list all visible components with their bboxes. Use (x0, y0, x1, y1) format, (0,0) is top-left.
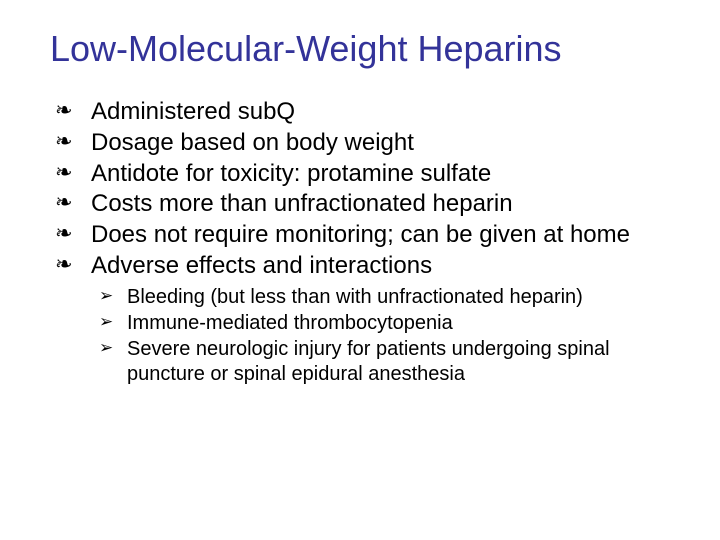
hedera-bullet-icon: ❧ (55, 98, 91, 123)
sub-bullet-list: ➢ Bleeding (but less than with unfractio… (99, 285, 680, 387)
arrow-bullet-icon: ➢ (99, 285, 127, 306)
arrow-bullet-icon: ➢ (99, 311, 127, 332)
list-item-text: Costs more than unfractionated heparin (91, 190, 513, 219)
list-item-text: Administered subQ (91, 98, 295, 127)
list-item: ❧ Administered subQ (55, 98, 680, 127)
hedera-bullet-icon: ❧ (55, 129, 91, 154)
list-item: ➢ Bleeding (but less than with unfractio… (99, 285, 680, 310)
list-item: ❧ Costs more than unfractionated heparin (55, 190, 680, 219)
arrow-bullet-icon: ➢ (99, 337, 127, 358)
list-item-text: Immune-mediated thrombocytopenia (127, 311, 453, 336)
list-item: ❧ Does not require monitoring; can be gi… (55, 221, 680, 250)
list-item: ➢ Immune-mediated thrombocytopenia (99, 311, 680, 336)
list-item: ➢ Severe neurologic injury for patients … (99, 337, 680, 387)
list-item: ❧ Antidote for toxicity: protamine sulfa… (55, 160, 680, 189)
list-item-text: Adverse effects and interactions (91, 252, 432, 281)
hedera-bullet-icon: ❧ (55, 252, 91, 277)
list-item-text: Does not require monitoring; can be give… (91, 221, 630, 250)
slide-title: Low-Molecular-Weight Heparins (50, 28, 680, 70)
list-item-text: Bleeding (but less than with unfractiona… (127, 285, 583, 310)
list-item-text: Severe neurologic injury for patients un… (127, 337, 680, 387)
main-bullet-list: ❧ Administered subQ ❧ Dosage based on bo… (55, 98, 680, 281)
hedera-bullet-icon: ❧ (55, 160, 91, 185)
list-item: ❧ Dosage based on body weight (55, 129, 680, 158)
list-item-text: Dosage based on body weight (91, 129, 414, 158)
hedera-bullet-icon: ❧ (55, 221, 91, 246)
hedera-bullet-icon: ❧ (55, 190, 91, 215)
list-item-text: Antidote for toxicity: protamine sulfate (91, 160, 491, 189)
list-item: ❧ Adverse effects and interactions (55, 252, 680, 281)
